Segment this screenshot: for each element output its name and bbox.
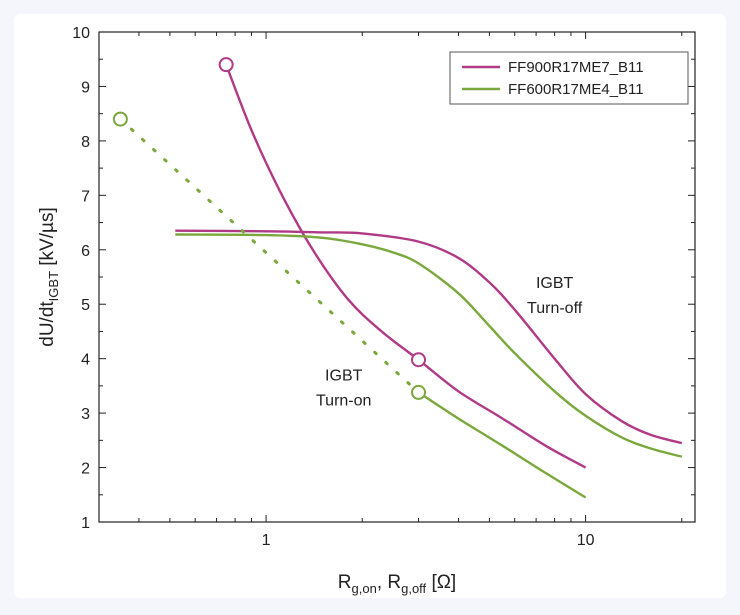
legend: FF900R17ME7_B11 FF600R17ME4_B11 — [449, 51, 689, 105]
series-ff900-turn-off-line — [175, 229, 683, 445]
x-tick-label: 10 — [577, 532, 595, 549]
y-tick-label: 5 — [81, 297, 90, 314]
annotation-off-line: IGBT — [536, 275, 574, 292]
y-axis-title-main: dU/dt — [37, 301, 58, 347]
x-axis-title-sep: , — [377, 572, 388, 593]
markers-group — [112, 57, 427, 400]
x-axis-title-r2: R — [387, 572, 401, 593]
y-tick-label: 10 — [72, 25, 90, 42]
annotation-on-line: IGBT — [325, 367, 363, 384]
x-axis-title-r1: R — [338, 572, 352, 593]
series-ff600-turn-off-line — [175, 233, 683, 458]
y-axis-title-sub: IGBT — [46, 271, 61, 301]
legend-label-ff600: FF600R17ME4_B11 — [508, 81, 644, 98]
series-ff600-turn-on-line — [417, 391, 587, 499]
x-tick-label: 1 — [262, 532, 271, 549]
y-axis-title: dU/dtIGBT [kV/µs] — [37, 207, 61, 347]
annotation-off-line: Turn-off — [527, 300, 583, 317]
y-axis-title-unit: [kV/µs] — [37, 207, 58, 271]
x-axis-title-sub2: g,off — [401, 581, 426, 596]
series-ff600-turn-on-dotted — [118, 117, 421, 394]
annotation-on-line: Turn-on — [316, 392, 371, 409]
ticks-group: 1 2 3 4 5 6 7 8 9 10 1 10 — [72, 25, 695, 549]
legend-box — [449, 51, 689, 105]
series-ff900-marker — [218, 57, 234, 73]
y-tick-label: 9 — [81, 79, 90, 96]
y-tick-label: 1 — [81, 515, 90, 532]
y-tick-label: 4 — [81, 352, 90, 369]
y-tick-label: 8 — [81, 134, 90, 151]
chart-card — [14, 14, 726, 598]
series-ff600-marker — [411, 384, 427, 400]
y-tick-label: 6 — [81, 243, 90, 260]
annotations-group: IGBT Turn-on IGBT Turn-off — [316, 275, 583, 410]
series-ff900-marker — [411, 352, 427, 368]
annotation-off: IGBT Turn-off — [527, 275, 583, 317]
y-tick-label: 3 — [81, 406, 90, 423]
y-tick-label: 2 — [81, 461, 90, 478]
series-ff900-turn-on-line — [224, 64, 587, 469]
y-tick-label: 7 — [81, 188, 90, 205]
series-group — [118, 64, 683, 499]
x-axis-title: Rg,on, Rg,off [Ω] — [338, 572, 456, 596]
x-axis-title-sub1: g,on — [352, 581, 377, 596]
legend-label-ff900: FF900R17ME7_B11 — [508, 59, 644, 76]
x-axis-title-unit: [Ω] — [426, 572, 456, 593]
plot-frame — [98, 31, 696, 523]
series-ff600-marker — [112, 111, 128, 127]
annotation-on: IGBT Turn-on — [316, 367, 371, 409]
